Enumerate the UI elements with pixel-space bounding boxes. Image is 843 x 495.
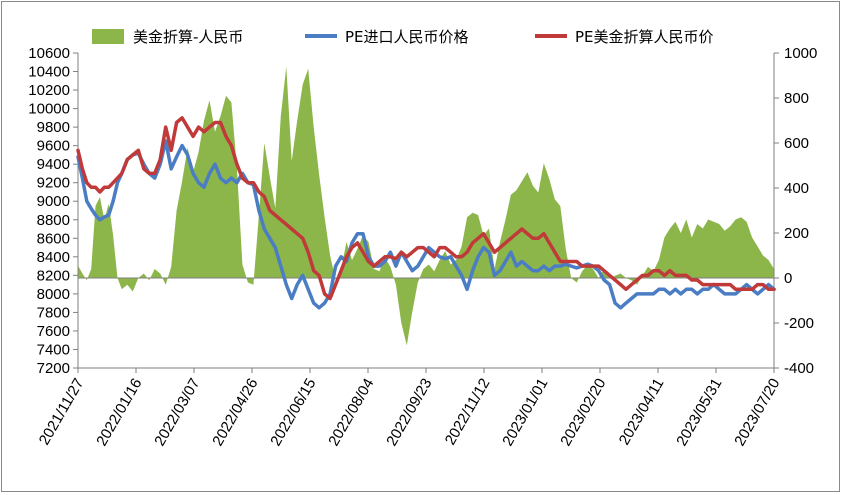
x-tick-label: 2022/03/07 (151, 376, 203, 450)
x-tick-label: 2023/02/20 (557, 376, 609, 450)
legend-swatch-area (92, 29, 124, 44)
y-right-tick-label: -400 (784, 360, 814, 377)
x-tick-label: 2023/04/11 (616, 376, 668, 449)
y-right-tick-label: 200 (784, 225, 809, 242)
y-left-tick-label: 8200 (37, 267, 70, 284)
x-tick-label: 2022/11/12 (442, 376, 494, 449)
legend-label-blue: PE进口人民币价格 (345, 28, 469, 46)
line-series-layer (76, 116, 776, 310)
y-left-tick-label: 10200 (28, 82, 70, 99)
y-right-tick-label: -200 (784, 315, 814, 332)
x-tick-label: 2021/11/27 (36, 376, 88, 449)
series-area-usd-converted (78, 66, 774, 346)
y-left-tick-label: 10000 (28, 101, 70, 118)
y-right-tick-label: 1000 (784, 45, 817, 62)
series-line-pe-usd-converted-rmb (76, 116, 776, 301)
x-tick-label: 2023/01/01 (499, 376, 551, 450)
x-tick-label: 2022/01/16 (93, 376, 145, 450)
y-left-tick-label: 9200 (37, 175, 70, 192)
y-left-tick-label: 10400 (28, 64, 70, 81)
y-left-tick-label: 7400 (37, 341, 70, 358)
y-left-tick-label: 9400 (37, 156, 70, 173)
area-series-layer (78, 66, 774, 346)
y-right-tick-label: 800 (784, 90, 809, 107)
x-tick-label: 2022/06/15 (267, 376, 319, 450)
y-right-tick-label: 400 (784, 180, 809, 197)
y-left-tick-label: 7600 (37, 323, 70, 340)
legend: 美金折算-人民币 PE进口人民币价格 PE美金折算人民币价 (92, 28, 714, 46)
x-tick-label: 2022/08/04 (325, 376, 377, 450)
y-left-tick-label: 10600 (28, 45, 70, 62)
x-tick-label: 2023/07/20 (731, 376, 783, 450)
y-left-tick-label: 8400 (37, 249, 70, 266)
y-right-tick-label: 600 (784, 135, 809, 152)
y-left-tick-label: 9600 (37, 138, 70, 155)
y-left-tick-label: 9800 (37, 119, 70, 136)
legend-label-area: 美金折算-人民币 (133, 28, 243, 46)
y-left-tick-label: 8800 (37, 212, 70, 229)
x-tick-label: 2022/09/23 (383, 376, 435, 450)
y-left-tick-label: 9000 (37, 193, 70, 210)
y-left-tick-label: 7800 (37, 304, 70, 321)
x-tick-label: 2022/04/26 (209, 376, 261, 450)
x-tick-label: 2023/05/31 (673, 376, 725, 450)
legend-label-red: PE美金折算人民币价 (575, 28, 714, 46)
series-line-pe-import-rmb (76, 139, 776, 310)
y-left-tick-label: 7200 (37, 360, 70, 377)
y-right-tick-label: 0 (784, 270, 792, 287)
y-left-tick-label: 8000 (37, 286, 70, 303)
y-left-tick-label: 8600 (37, 230, 70, 247)
